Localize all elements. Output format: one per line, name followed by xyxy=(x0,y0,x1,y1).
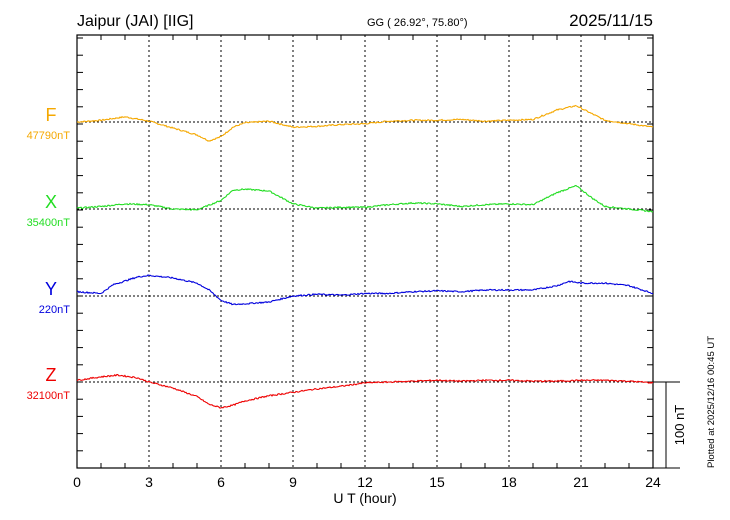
station-coords: GG ( 26.92°, 75.80°) xyxy=(367,17,468,29)
chart-title: Jaipur (JAI) [IIG] xyxy=(77,13,193,30)
x-tick-label: 15 xyxy=(429,474,445,490)
series-line-y xyxy=(76,274,654,306)
series-line-f xyxy=(76,104,654,142)
chart-date: 2025/11/15 xyxy=(569,11,653,30)
x-tick-label: 3 xyxy=(145,474,153,490)
series-name-f: F xyxy=(46,105,57,125)
series-name-y: Y xyxy=(45,279,57,299)
x-axis-label: U T (hour) xyxy=(333,490,396,506)
plot-frame xyxy=(76,34,654,469)
x-tick-label: 18 xyxy=(501,474,517,490)
x-tick-label: 0 xyxy=(73,474,81,490)
series-baseline-z: 32100nT xyxy=(27,390,71,402)
x-tick-label: 9 xyxy=(289,474,297,490)
series-name-x: X xyxy=(45,192,57,212)
series-name-z: Z xyxy=(46,365,57,385)
x-tick-label: 12 xyxy=(357,474,373,490)
plotted-note: Plotted at 2025/12/16 00:45 UT xyxy=(706,336,717,468)
series-line-z xyxy=(76,374,654,409)
scale-bar-label: 100 nT xyxy=(672,405,687,446)
series-line-x xyxy=(76,185,654,213)
series-baseline-f: 47790nT xyxy=(27,130,71,142)
x-tick-label: 24 xyxy=(645,474,661,490)
series-baseline-y: 220nT xyxy=(39,304,70,316)
x-tick-label: 21 xyxy=(573,474,589,490)
x-tick-label: 6 xyxy=(217,474,225,490)
series-baseline-x: 35400nT xyxy=(27,217,71,229)
